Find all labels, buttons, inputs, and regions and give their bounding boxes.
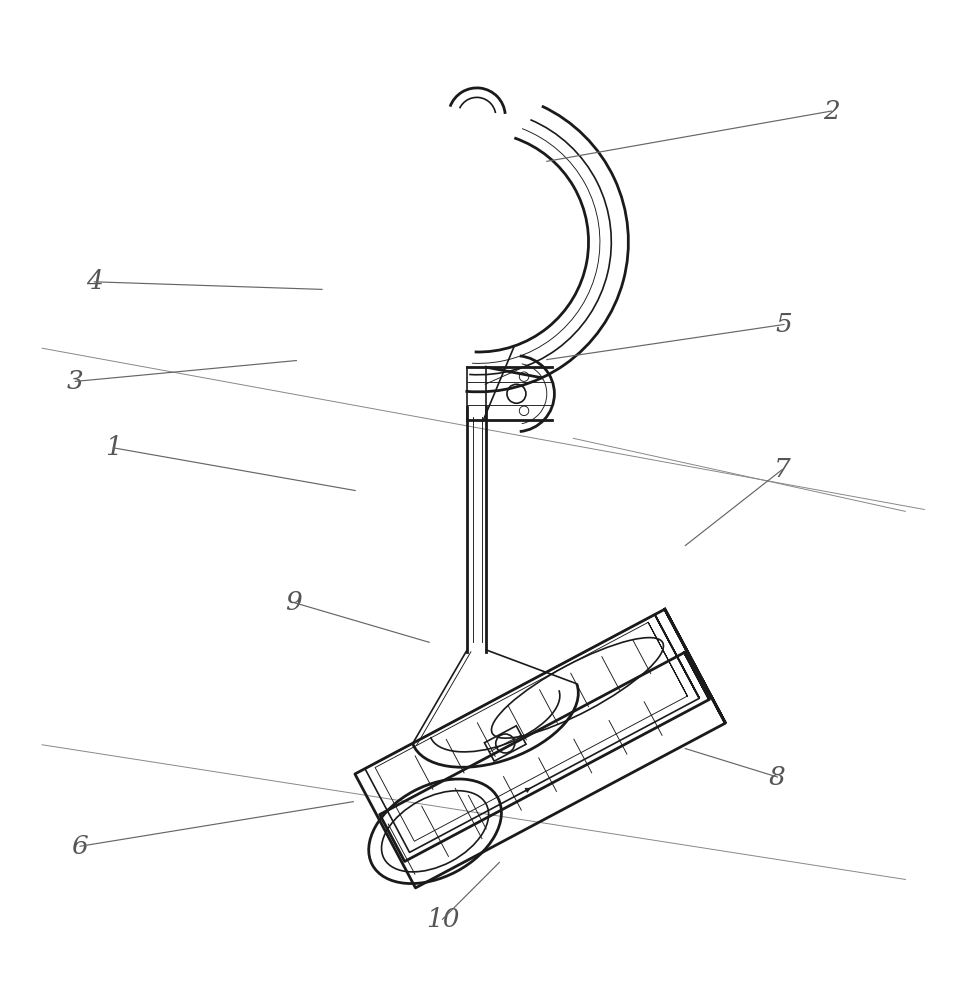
Text: 6: 6 xyxy=(72,834,88,859)
Text: 7: 7 xyxy=(773,457,790,482)
Text: 1: 1 xyxy=(105,435,122,460)
Text: 5: 5 xyxy=(775,312,792,337)
Text: 9: 9 xyxy=(285,590,301,615)
Text: 10: 10 xyxy=(426,907,459,932)
Text: 3: 3 xyxy=(67,369,83,394)
Text: 8: 8 xyxy=(769,765,786,790)
Text: 4: 4 xyxy=(86,269,102,294)
Text: 2: 2 xyxy=(823,99,840,124)
Bar xyxy=(484,726,526,761)
